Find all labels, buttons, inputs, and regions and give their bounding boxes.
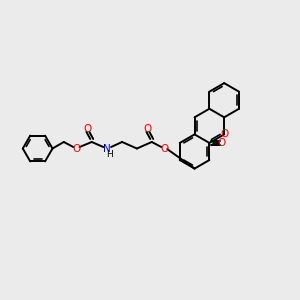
Text: O: O <box>144 124 152 134</box>
Text: O: O <box>160 143 168 154</box>
Text: O: O <box>220 129 228 140</box>
Text: O: O <box>84 124 92 134</box>
Text: H: H <box>106 150 113 159</box>
Text: O: O <box>218 138 226 148</box>
Text: O: O <box>72 143 80 154</box>
Text: N: N <box>103 143 111 154</box>
